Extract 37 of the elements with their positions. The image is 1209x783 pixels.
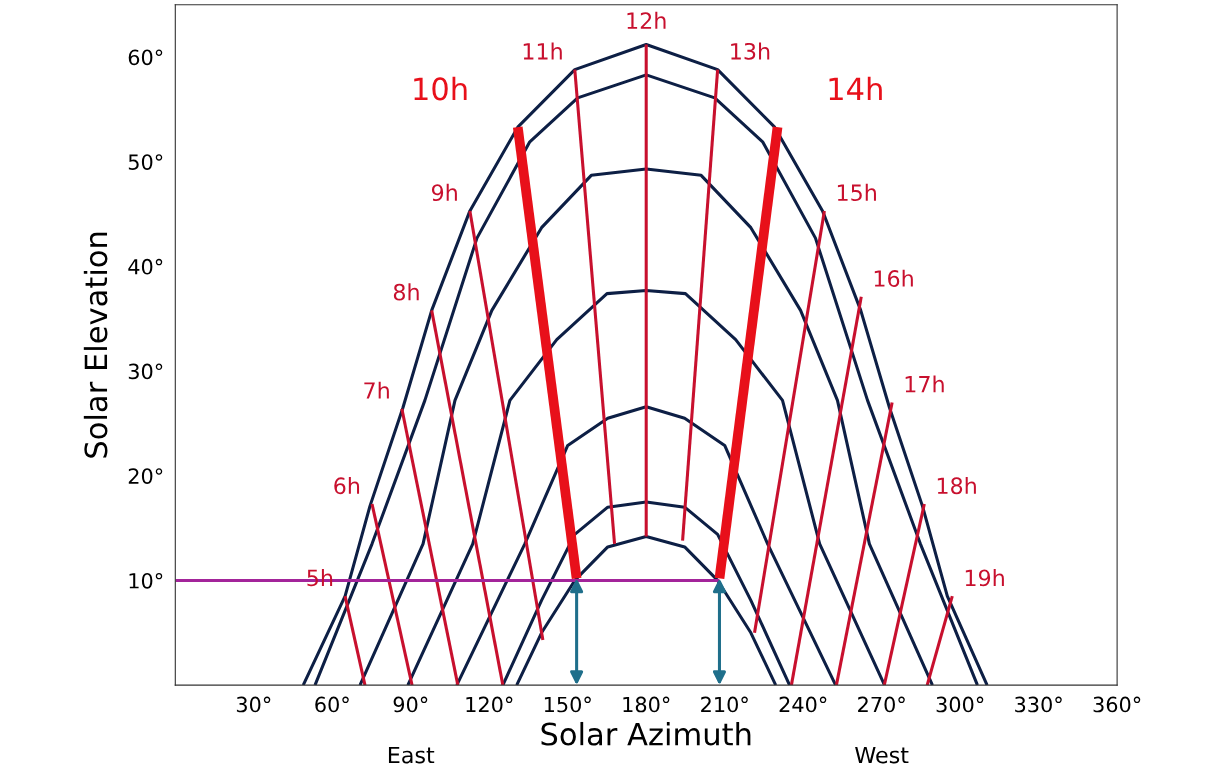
x-tick-label: 300° [936,696,984,713]
series-label: 13h [731,42,770,60]
series-label: 15h [837,183,876,202]
y-tick-label: 50° [128,154,163,170]
y-tick-label: 40° [128,258,163,275]
series-label: 19h [965,569,1004,587]
x-tick-label: 330° [1015,696,1062,713]
y-tick-label: 20° [128,468,163,484]
series-label: 10h [414,76,467,101]
x-tick-label: 270° [858,696,905,713]
series-label: 11h [523,42,562,60]
y-tick-label: 30° [128,363,163,380]
x-tick-label: 120° [466,696,513,713]
y-tick-label: 60° [128,49,163,66]
series-label: 17h [905,375,944,393]
series-label: 16h [874,269,913,287]
series-label: 8h [393,283,419,301]
x-tick-label: 210° [701,696,748,713]
x-tick-label: 150° [544,696,591,713]
x-tick-label: 360° [1093,696,1141,713]
text: West [855,746,909,764]
x-axis-title: Solar Azimuth [541,721,751,746]
x-tick-label: 90° [393,696,428,713]
line-series [515,534,778,686]
x-tick-label: 240° [779,696,827,713]
series-label: 9h [431,183,457,202]
series-label: 12h [627,11,666,29]
x-tick-label: 30° [236,696,271,713]
series-label: 7h [364,381,389,399]
text: East [388,746,435,764]
x-tick-label: 180° [623,696,670,713]
y-tick-label: 10° [129,572,163,589]
series-label: 14h [829,76,882,100]
series-label: 18h [937,476,976,495]
series-label: 6h [334,476,360,495]
x-tick-label: 60° [315,696,349,713]
y-axis-title: Solar Elevation [83,232,108,458]
